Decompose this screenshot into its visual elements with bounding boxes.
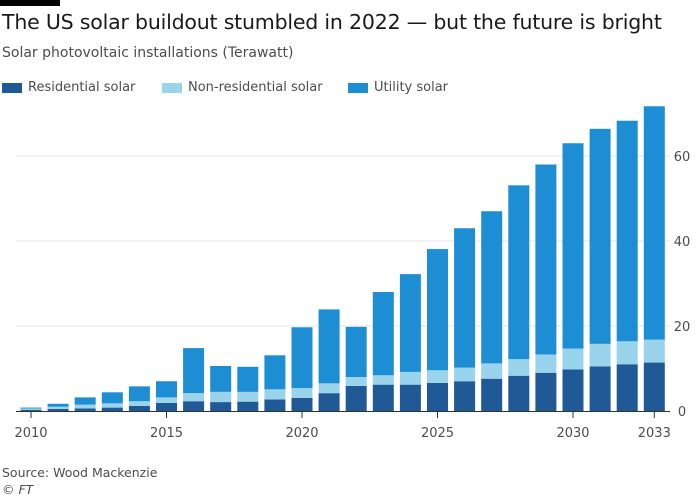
bar-segment <box>535 372 557 411</box>
bar-segment <box>74 397 96 405</box>
bar-segment <box>372 375 394 385</box>
x-tick-label: 2015 <box>150 426 183 441</box>
bar-segment <box>101 407 123 411</box>
stacked-bar-chart: 0 20 40 60 2010 2015 2020 2025 2030 2033 <box>14 106 691 441</box>
bar-segment <box>101 403 123 408</box>
bar-segment <box>481 363 503 379</box>
bar-segment <box>481 211 503 364</box>
bar-segment <box>643 362 665 411</box>
y-tick-label: 60 <box>674 150 691 165</box>
y-tick-label: 0 <box>678 405 686 420</box>
bar-segment <box>156 402 177 411</box>
bar-segment <box>427 382 448 411</box>
bar-segment <box>74 408 96 411</box>
bar-segment <box>454 367 476 382</box>
bar-segment <box>345 385 367 412</box>
bar-segment <box>183 401 205 411</box>
bar-segment <box>562 143 584 349</box>
bar-segment <box>47 408 69 412</box>
bar-segment <box>345 326 367 377</box>
bar-segment <box>183 393 205 402</box>
bar-segment <box>643 106 665 340</box>
bar-segment <box>210 391 232 403</box>
legend-label-utility: Utility solar <box>374 80 449 95</box>
bar-segment <box>399 384 421 411</box>
source-note: Source: Wood Mackenzie <box>2 465 158 480</box>
x-tick-label: 2033 <box>638 426 671 441</box>
bar-segment <box>589 343 611 367</box>
bar-segment <box>318 383 340 394</box>
x-tick-label: 2020 <box>285 426 318 441</box>
bar-segment <box>264 355 286 390</box>
bar-segment <box>454 381 476 411</box>
bar-segment <box>643 339 665 363</box>
bar-segment <box>616 364 638 411</box>
bar-segment <box>427 249 448 371</box>
bar-segment <box>589 366 611 412</box>
bar-segment <box>345 377 367 386</box>
bar-segment <box>399 371 421 385</box>
legend-swatch-utility <box>348 82 368 93</box>
legend-label-residential: Residential solar <box>28 80 136 95</box>
credit-note: © FT <box>2 482 34 497</box>
bar-segment <box>318 393 340 411</box>
bar-segment <box>47 403 69 407</box>
bar-segment <box>372 292 394 376</box>
bar-segment <box>156 397 177 403</box>
bar-segment <box>128 401 150 406</box>
bar-segment <box>128 405 150 411</box>
bar-segment <box>210 402 232 411</box>
bar-segment <box>427 370 448 383</box>
bar-segment <box>508 359 530 376</box>
bar-segment <box>183 348 205 394</box>
bar-segment <box>128 386 150 402</box>
bar-segment <box>399 274 421 372</box>
bar-segment <box>318 309 340 384</box>
bar-segment <box>454 228 476 368</box>
bar-segment <box>535 164 557 355</box>
chart-subtitle: Solar photovoltaic installations (Terawa… <box>2 45 294 61</box>
brand-bar <box>0 0 60 6</box>
bar-segment <box>372 384 394 411</box>
bar-segment <box>562 348 584 370</box>
bar-segment <box>20 409 42 411</box>
bar-segment <box>291 327 313 389</box>
bar-segment <box>616 120 638 342</box>
bar-segment <box>535 354 557 373</box>
legend-item-non-residential: Non-residential solar <box>162 80 323 95</box>
bar-segment <box>210 365 232 392</box>
legend-item-residential: Residential solar <box>2 80 135 95</box>
legend-swatch-residential <box>2 82 22 93</box>
bar-segment <box>589 128 611 344</box>
bar-segment <box>237 391 259 402</box>
bar-segment <box>20 407 42 409</box>
bar-segment <box>237 401 259 411</box>
chart-title: The US solar buildout stumbled in 2022 —… <box>2 10 662 34</box>
bar-segment <box>481 378 503 411</box>
bar-segment <box>508 185 530 360</box>
y-tick-label: 40 <box>674 235 691 250</box>
bar-segment <box>264 389 286 400</box>
bar-segment <box>101 392 123 404</box>
bar-segment <box>47 406 69 409</box>
bar-segment <box>74 404 96 409</box>
bar-segment <box>508 375 530 412</box>
legend-item-utility: Utility solar <box>348 80 448 95</box>
x-tick-label: 2025 <box>421 426 454 441</box>
bar-segment <box>156 381 177 398</box>
bar-segment <box>20 408 42 410</box>
bar-segment <box>237 366 259 392</box>
x-tick-label: 2010 <box>14 426 47 441</box>
legend-swatch-non-residential <box>162 82 182 93</box>
bar-segment <box>264 399 286 411</box>
bar-segment <box>616 341 638 365</box>
bar-segment <box>562 369 584 411</box>
x-tick-label: 2030 <box>556 426 589 441</box>
bar-segment <box>291 388 313 398</box>
legend-label-non-residential: Non-residential solar <box>188 80 323 95</box>
bar-segment <box>291 397 313 411</box>
y-tick-label: 20 <box>674 320 691 335</box>
